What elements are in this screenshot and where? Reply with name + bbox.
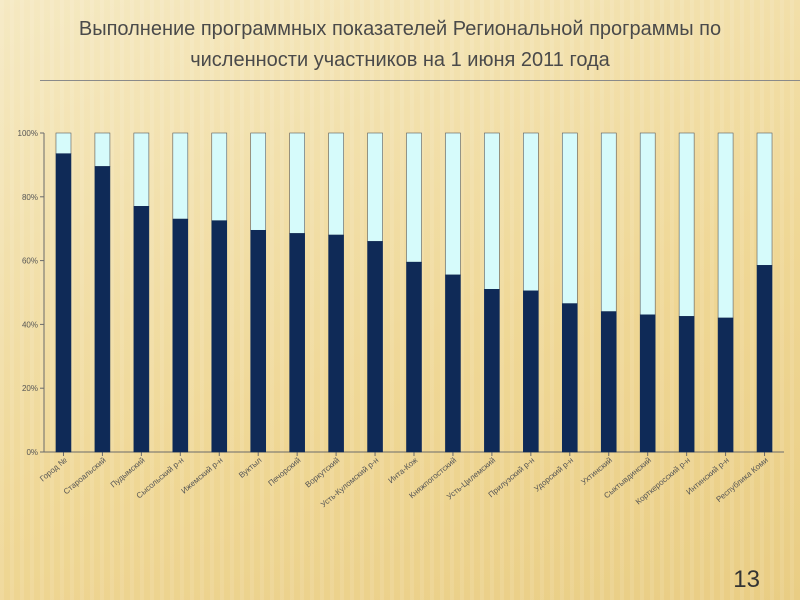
bar-segment-remaining xyxy=(211,132,228,222)
y-tick-label: 80% xyxy=(22,193,38,202)
bar-segment-done xyxy=(561,303,578,453)
page-number: 13 xyxy=(733,566,760,593)
bar-segment-remaining xyxy=(523,132,539,292)
bar-segment-remaining xyxy=(133,132,150,207)
bar-segment-remaining xyxy=(600,132,617,312)
bar-segment-done xyxy=(445,274,461,453)
bar-segment-done xyxy=(289,233,305,453)
x-category-label: Воркутский xyxy=(304,456,342,490)
x-category-label: Ухтинский xyxy=(579,456,614,487)
x-category-label: Пудымский xyxy=(109,456,147,490)
bar-segment-remaining xyxy=(328,132,344,236)
x-category-label: Вуктыл xyxy=(237,455,264,479)
bar-segment-remaining xyxy=(717,132,734,319)
axis-layer: 0% 20% 40% 60% 80% 100% xyxy=(18,129,784,457)
bar-segment-remaining xyxy=(367,132,383,242)
x-category-label: Город № xyxy=(38,455,69,483)
bar-segment-remaining xyxy=(678,132,695,317)
bar-segment-done xyxy=(367,241,383,453)
bar-segment-remaining xyxy=(250,132,267,231)
bar-segment-done xyxy=(250,229,267,453)
x-category-label: Инта-Кож xyxy=(387,455,420,485)
bar-segment-done xyxy=(55,153,72,453)
y-tick-label: 40% xyxy=(22,320,38,329)
x-category-label: Староальский xyxy=(62,456,108,497)
bar-segment-done xyxy=(678,316,695,453)
x-category-label: Ижемский р-н xyxy=(180,456,225,496)
bar-segment-remaining xyxy=(445,132,461,276)
bar-segment-done xyxy=(717,317,734,453)
y-tick-label: 0% xyxy=(26,448,38,457)
bar-segment-remaining xyxy=(94,132,111,167)
bar-segment-done xyxy=(94,166,111,453)
bar-segment-done xyxy=(406,261,422,453)
bar-segment-remaining xyxy=(406,132,422,263)
bar-segment-done xyxy=(756,265,773,453)
bar-segment-done xyxy=(172,218,189,453)
bar-segment-remaining xyxy=(484,132,500,290)
x-category-label: Печорский xyxy=(266,456,302,488)
bar-segment-done xyxy=(211,220,228,453)
bar-segment-remaining xyxy=(561,132,578,304)
slide-title: Выполнение программных показателей Регио… xyxy=(78,18,722,71)
bar-segment-done xyxy=(639,314,656,453)
x-category-label: Удорский р-н xyxy=(532,456,575,494)
bar-segment-done xyxy=(328,234,344,453)
bar-segment-remaining xyxy=(639,132,656,316)
y-tick-label: 100% xyxy=(18,129,38,138)
bar-segment-done xyxy=(133,206,150,453)
title-divider xyxy=(40,80,800,81)
bar-layer xyxy=(55,132,773,453)
bar-segment-done xyxy=(523,290,539,453)
bar-segment-remaining xyxy=(172,132,189,220)
y-tick-label: 60% xyxy=(22,257,38,266)
bar-segment-remaining xyxy=(289,132,305,234)
bar-segment-done xyxy=(484,289,500,453)
bar-segment-remaining xyxy=(55,132,72,155)
bar-segment-done xyxy=(600,311,617,453)
y-tick-label: 20% xyxy=(22,384,38,393)
bar-segment-remaining xyxy=(756,132,773,266)
